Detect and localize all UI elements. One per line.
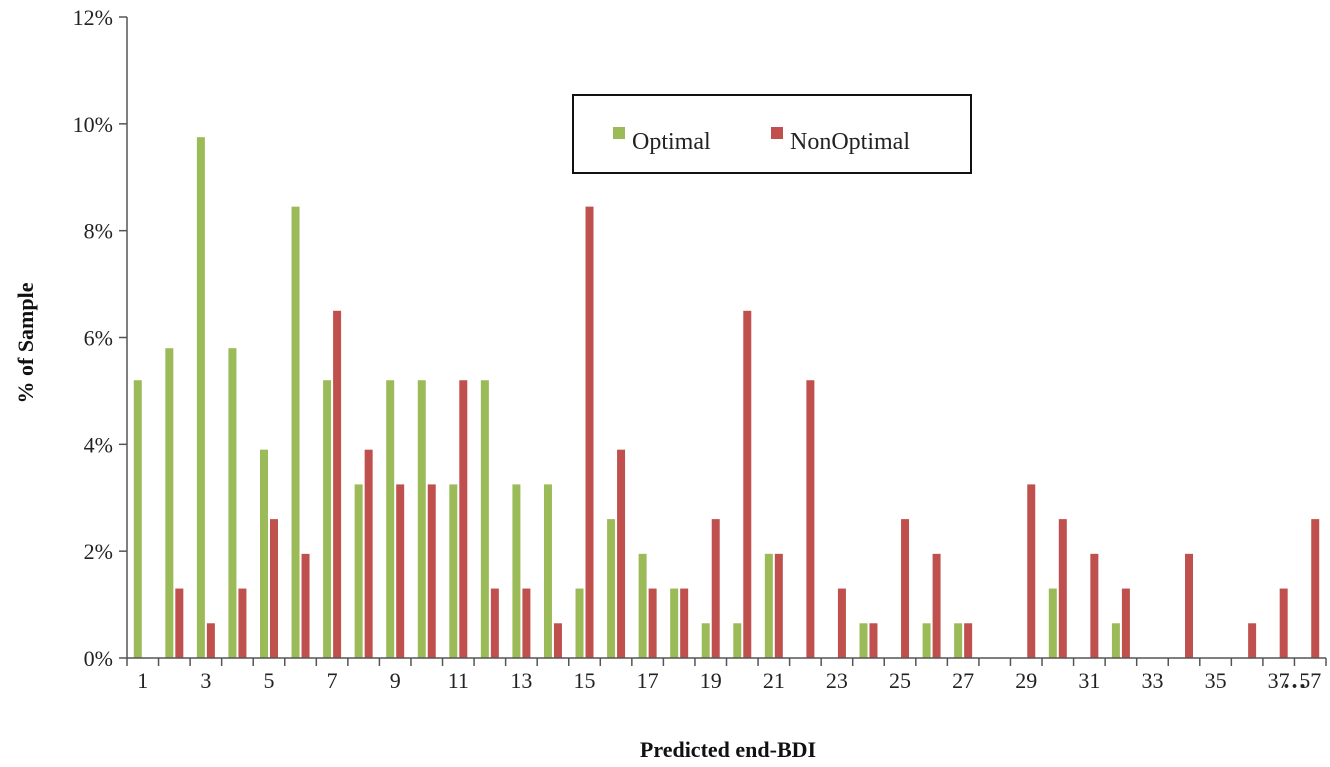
bars: [133, 137, 1320, 659]
bar-nonoptimal-13: [522, 588, 531, 658]
bar-nonoptimal-14: [553, 623, 562, 658]
bar-optimal-12: [480, 380, 489, 658]
x-axis-ticks: 1 3 5 7 9 11 13 15 17 19 21 23 25 27 29 31 33 35 37 57: [126, 658, 1327, 693]
bar-optimal-19: [701, 623, 710, 658]
x-tick-label: 21: [763, 668, 785, 693]
x-tick-label: 37: [1268, 668, 1290, 693]
x-axis-title: Predicted end-BDI: [640, 737, 816, 762]
bar-nonoptimal-3: [206, 623, 215, 658]
bar-nonoptimal-22: [806, 380, 815, 658]
bar-nonoptimal-36: [1248, 623, 1257, 658]
bar-nonoptimal-16: [617, 449, 626, 658]
y-tick-label: 2%: [84, 539, 113, 564]
y-tick-label: 6%: [84, 326, 113, 351]
y-tick-label: 8%: [84, 219, 113, 244]
bar-nonoptimal-32: [1121, 588, 1130, 658]
bar-nonoptimal-11: [459, 380, 468, 658]
bar-nonoptimal-25: [901, 519, 910, 658]
legend-label-nonoptimal: NonOptimal: [790, 129, 910, 155]
bar-nonoptimal-23: [837, 588, 846, 658]
bar-optimal-4: [228, 348, 237, 658]
x-tick-label: 1: [137, 668, 148, 693]
bar-optimal-21: [764, 553, 773, 658]
bar-nonoptimal-30: [1058, 519, 1067, 658]
bar-nonoptimal-26: [932, 553, 941, 658]
y-axis-ticks: 0% 2% 4% 6% 8% 10% 12%: [73, 5, 127, 671]
bar-optimal-6: [291, 206, 300, 659]
bar-optimal-24: [859, 623, 868, 658]
bar-optimal-9: [386, 380, 395, 658]
x-tick-label: 15: [574, 668, 596, 693]
bar-nonoptimal-18: [680, 588, 689, 658]
bar-nonoptimal-17: [648, 588, 657, 658]
x-tick-label: 17: [637, 668, 659, 693]
bar-nonoptimal-21: [774, 553, 783, 658]
bar-nonoptimal-27: [964, 623, 973, 658]
legend-label-optimal: Optimal: [632, 129, 711, 155]
bar-nonoptimal-19: [711, 519, 720, 658]
bar-optimal-18: [670, 588, 679, 658]
bar-optimal-26: [922, 623, 931, 658]
x-tick-label: 3: [200, 668, 211, 693]
x-tick-label: 25: [889, 668, 911, 693]
bar-nonoptimal-10: [427, 484, 436, 658]
bar-nonoptimal-57: [1311, 519, 1320, 658]
bar-optimal-13: [512, 484, 521, 658]
y-axis-title: % of Sample: [13, 282, 38, 403]
bar-optimal-27: [954, 623, 963, 658]
bar-nonoptimal-2: [175, 588, 184, 658]
x-tick-label: 13: [510, 668, 532, 693]
y-tick-label: 12%: [73, 5, 113, 30]
bar-optimal-17: [638, 553, 647, 658]
bar-nonoptimal-4: [238, 588, 247, 658]
x-tick-label: 57: [1299, 668, 1321, 693]
x-tick-label: 19: [700, 668, 722, 693]
bar-nonoptimal-7: [333, 310, 342, 658]
x-tick-label: 9: [390, 668, 401, 693]
bar-optimal-11: [449, 484, 458, 658]
bar-nonoptimal-20: [743, 310, 752, 658]
bar-nonoptimal-37: [1279, 588, 1288, 658]
axis-break-marker: …: [1282, 668, 1306, 694]
bar-optimal-30: [1048, 588, 1057, 658]
y-tick-label: 0%: [84, 646, 113, 671]
bar-nonoptimal-24: [869, 623, 878, 658]
y-tick-label: 10%: [73, 112, 113, 137]
bar-nonoptimal-5: [269, 519, 278, 658]
bar-nonoptimal-9: [396, 484, 405, 658]
bar-nonoptimal-34: [1185, 553, 1194, 658]
bar-optimal-10: [417, 380, 426, 658]
x-tick-label: 29: [1015, 668, 1037, 693]
x-tick-label: 23: [826, 668, 848, 693]
bar-optimal-1: [133, 380, 142, 658]
bar-optimal-7: [323, 380, 332, 658]
bar-nonoptimal-6: [301, 553, 310, 658]
x-tick-label: 27: [952, 668, 974, 693]
bar-optimal-2: [165, 348, 174, 658]
x-tick-label: 33: [1141, 668, 1163, 693]
bar-optimal-8: [354, 484, 363, 658]
bar-optimal-20: [733, 623, 742, 658]
bar-nonoptimal-31: [1090, 553, 1099, 658]
legend-swatch-optimal: [613, 127, 625, 139]
bar-nonoptimal-29: [1027, 484, 1036, 658]
bar-nonoptimal-12: [490, 588, 499, 658]
bar-optimal-16: [607, 519, 616, 658]
x-tick-label: 31: [1078, 668, 1100, 693]
bar-optimal-14: [543, 484, 552, 658]
y-tick-label: 4%: [84, 432, 113, 457]
x-tick-label: 11: [448, 668, 469, 693]
bar-optimal-5: [259, 449, 268, 658]
x-tick-label: 35: [1205, 668, 1227, 693]
bar-nonoptimal-15: [585, 206, 594, 659]
bar-optimal-32: [1111, 623, 1120, 658]
bar-nonoptimal-8: [364, 449, 373, 658]
legend-swatch-nonoptimal: [771, 127, 783, 139]
legend: Optimal NonOptimal: [572, 94, 972, 174]
bar-optimal-15: [575, 588, 584, 658]
x-tick-label: 7: [327, 668, 338, 693]
bar-optimal-3: [196, 137, 205, 658]
x-tick-label: 5: [263, 668, 274, 693]
